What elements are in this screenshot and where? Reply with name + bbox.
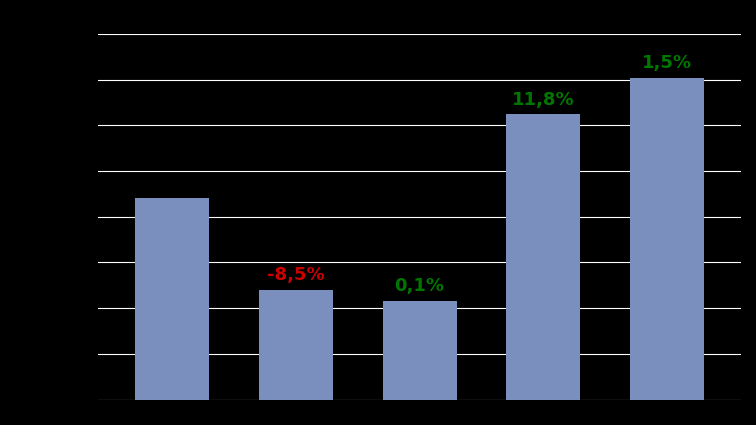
Bar [135, 198, 209, 400]
Text: -8,5%: -8,5% [267, 266, 325, 284]
Bar [383, 301, 457, 400]
Bar [630, 78, 704, 399]
Text: 0,1%: 0,1% [395, 278, 445, 295]
Bar [506, 114, 581, 399]
Text: 1,5%: 1,5% [642, 54, 692, 72]
Bar [259, 290, 333, 400]
Text: 11,8%: 11,8% [512, 91, 575, 109]
